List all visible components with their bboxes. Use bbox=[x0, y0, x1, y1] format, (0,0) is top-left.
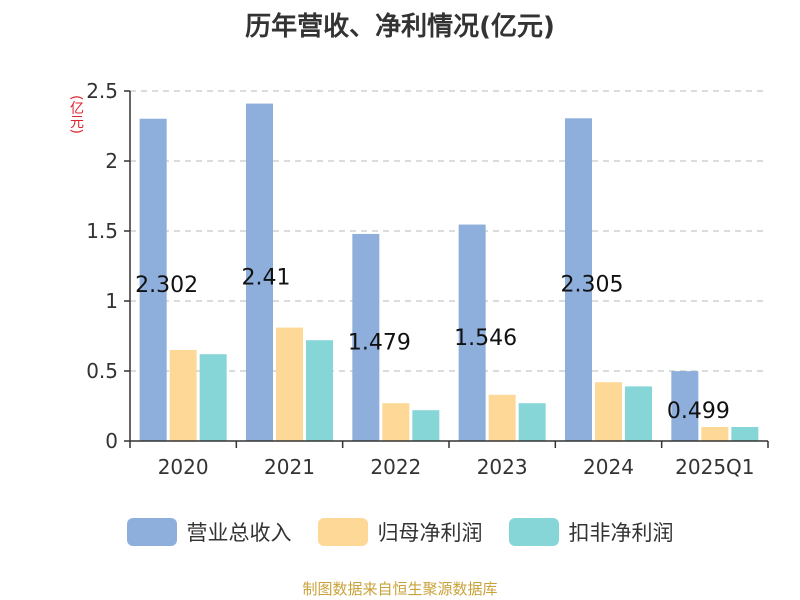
bar[interactable] bbox=[519, 403, 546, 441]
bars bbox=[140, 104, 759, 441]
x-tick-label: 2021 bbox=[264, 455, 315, 479]
bar[interactable] bbox=[170, 350, 197, 441]
bar[interactable] bbox=[701, 427, 728, 441]
bar[interactable] bbox=[595, 382, 622, 441]
data-label: 2.302 bbox=[135, 273, 198, 298]
bar[interactable] bbox=[306, 340, 333, 441]
bar[interactable] bbox=[382, 403, 409, 441]
y-tick-label: 2 bbox=[105, 149, 118, 173]
legend-label-revenue: 营业总收入 bbox=[187, 517, 292, 547]
data-label: 1.479 bbox=[348, 330, 411, 355]
legend: 营业总收入 归母净利润 扣非净利润 bbox=[0, 517, 800, 547]
legend-swatch-revenue bbox=[127, 518, 177, 546]
legend-label-net-profit: 归母净利润 bbox=[378, 517, 483, 547]
bar[interactable] bbox=[276, 328, 303, 441]
x-tick-label: 2022 bbox=[370, 455, 421, 479]
legend-item-net-profit[interactable]: 归母净利润 bbox=[318, 517, 483, 547]
legend-label-deducted-net-profit: 扣非净利润 bbox=[569, 517, 674, 547]
legend-swatch-deducted-net-profit bbox=[509, 518, 559, 546]
source-note: 制图数据来自恒生聚源数据库 bbox=[0, 578, 800, 599]
data-label: 2.41 bbox=[242, 265, 291, 290]
legend-item-deducted-net-profit[interactable]: 扣非净利润 bbox=[509, 517, 674, 547]
data-label: 0.499 bbox=[667, 399, 730, 424]
y-tick-label: 0.5 bbox=[86, 359, 118, 383]
legend-swatch-net-profit bbox=[318, 518, 368, 546]
bar[interactable] bbox=[489, 395, 516, 441]
x-tick-label: 2020 bbox=[158, 455, 209, 479]
data-label: 1.546 bbox=[454, 326, 517, 351]
x-tick-label: 2025Q1 bbox=[675, 455, 754, 479]
bar[interactable] bbox=[200, 354, 227, 441]
bar[interactable] bbox=[731, 427, 758, 441]
x-tick-label: 2024 bbox=[583, 455, 634, 479]
bar[interactable] bbox=[412, 410, 439, 441]
data-label: 2.305 bbox=[561, 273, 624, 298]
y-tick-label: 1.5 bbox=[86, 219, 118, 243]
gridlines bbox=[130, 91, 768, 371]
x-tick-label: 2023 bbox=[477, 455, 528, 479]
y-tick-label: 2.5 bbox=[86, 79, 118, 103]
y-tick-label: 0 bbox=[105, 429, 118, 453]
legend-item-revenue[interactable]: 营业总收入 bbox=[127, 517, 292, 547]
bar[interactable] bbox=[625, 386, 652, 441]
y-tick-label: 1 bbox=[105, 289, 118, 313]
